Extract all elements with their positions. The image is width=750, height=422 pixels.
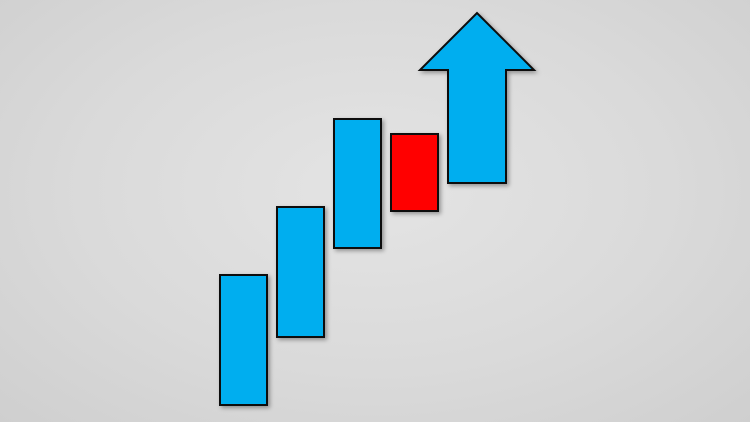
- bullish-candle-3: [333, 118, 382, 249]
- bullish-candle-1: [219, 274, 268, 406]
- bullish-candle-2: [276, 206, 325, 338]
- bearish-candle-4: [390, 133, 439, 212]
- up-arrow-icon: [417, 11, 537, 184]
